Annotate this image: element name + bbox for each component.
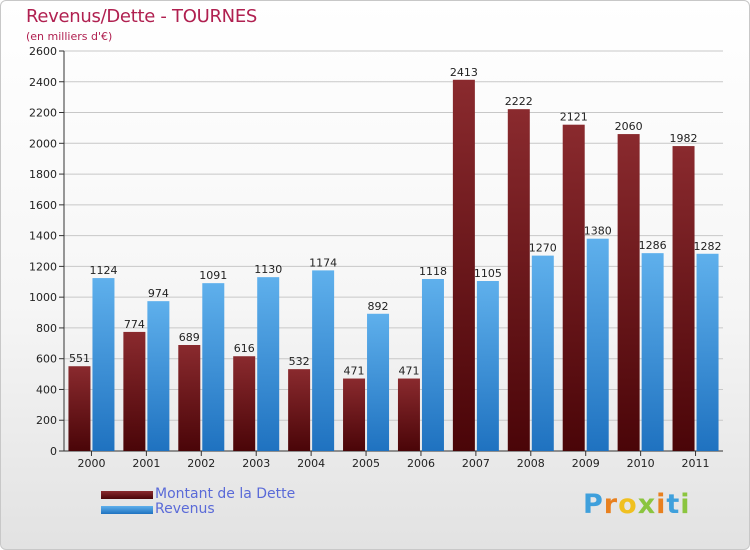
proxiti-logo: Proxiti (583, 489, 691, 520)
y-tick-label: 2200 (29, 107, 57, 120)
x-tick-label: 2001 (132, 457, 160, 470)
y-tick-label: 600 (36, 353, 57, 366)
data-label-revenue: 1124 (89, 264, 117, 277)
data-label-revenue: 892 (368, 300, 389, 313)
y-tick-label: 400 (36, 383, 57, 396)
legend-item-debt: Montant de la Dette (101, 487, 295, 502)
bar-debt (343, 378, 366, 451)
data-label-debt: 2121 (560, 111, 588, 124)
x-tick-label: 2000 (77, 457, 105, 470)
y-tick-label: 1200 (29, 260, 57, 273)
logo-letter: o (618, 489, 638, 520)
y-tick-label: 2000 (29, 137, 57, 150)
x-tick-label: 2004 (297, 457, 325, 470)
logo-letter: t (666, 489, 681, 520)
data-label-debt: 551 (69, 352, 90, 365)
x-tick-label: 2005 (352, 457, 380, 470)
x-tick-label: 2007 (462, 457, 490, 470)
bar-debt (617, 134, 640, 452)
bar-debt (123, 331, 146, 451)
y-tick-label: 0 (50, 445, 57, 458)
bar-revenue (147, 301, 170, 451)
chart-subtitle: (en milliers d'€) (26, 30, 113, 43)
x-tick-label: 2008 (517, 457, 545, 470)
logo-letter: x (637, 489, 657, 520)
bar-debt (397, 378, 420, 451)
axes: 0 200 400 600 800 1000 1200 1400 1600 1800 2000 220… (29, 45, 723, 470)
bar-revenue (202, 283, 225, 451)
data-label-revenue: 1270 (529, 242, 557, 255)
bar-debt (68, 366, 91, 451)
legend-label-debt: Montant de la Dette (155, 486, 296, 502)
bar-revenue (476, 281, 499, 451)
logo-letter: r (603, 489, 619, 520)
y-tick-label: 2600 (29, 45, 57, 58)
bar-debt (178, 345, 201, 451)
x-tick-label: 2003 (242, 457, 270, 470)
chart-title: Revenus/Dette - TOURNES (26, 6, 258, 27)
data-label-debt: 471 (344, 365, 365, 378)
bar-debt (507, 109, 530, 452)
data-label-revenue: 1174 (309, 256, 337, 269)
logo-letter: i (680, 489, 691, 520)
logo-letter: P (583, 489, 604, 520)
data-label-debt: 471 (398, 365, 419, 378)
data-label-revenue: 1118 (419, 265, 447, 278)
legend-item-revenue: Revenus (101, 502, 295, 517)
data-label-revenue: 974 (148, 287, 169, 300)
y-tick-label: 1800 (29, 168, 57, 181)
data-label-debt: 532 (289, 355, 310, 368)
bar-revenue (92, 278, 115, 451)
logo-letter: i (656, 489, 667, 520)
bar-debt (562, 124, 585, 451)
y-tick-label: 200 (36, 414, 57, 427)
x-tick-label: 2009 (572, 457, 600, 470)
y-tick-label: 1000 (29, 291, 57, 304)
legend-swatch-revenue (101, 505, 153, 514)
data-label-revenue: 1091 (199, 269, 227, 282)
bar-debt (233, 356, 256, 451)
bar-revenue (421, 279, 444, 451)
bar-debt (452, 79, 475, 452)
legend: Montant de la Dette Revenus (101, 487, 295, 517)
bar-revenue (257, 277, 280, 451)
data-label-debt: 689 (179, 331, 200, 344)
bar-revenue (531, 255, 554, 451)
data-labels: 551 1124 774 974 689 1091 616 1130 532 1174 471 892… (69, 66, 722, 378)
data-label-debt: 1982 (670, 132, 698, 145)
x-tick-label: 2002 (187, 457, 215, 470)
bar-debt (288, 369, 311, 451)
y-tick-label: 800 (36, 322, 57, 335)
y-tick-label: 2400 (29, 76, 57, 89)
x-tick-label: 2006 (407, 457, 435, 470)
data-label-debt: 2413 (450, 66, 478, 79)
grid-lines (64, 50, 723, 452)
data-label-debt: 2060 (615, 120, 643, 133)
data-label-debt: 616 (234, 342, 255, 355)
bar-debt (672, 146, 695, 452)
data-label-debt: 774 (124, 318, 145, 331)
data-label-revenue: 1130 (254, 263, 282, 276)
y-tick-label: 1400 (29, 230, 57, 243)
x-tick-label: 2010 (627, 457, 655, 470)
bar-revenue (367, 313, 390, 451)
data-label-revenue: 1282 (694, 240, 722, 253)
bar-revenue (312, 270, 335, 451)
data-label-revenue: 1105 (474, 267, 502, 280)
y-tick-label: 1600 (29, 199, 57, 212)
x-tick-label: 2011 (682, 457, 710, 470)
bar-revenue (696, 253, 719, 451)
legend-label-revenue: Revenus (155, 501, 215, 517)
data-label-revenue: 1380 (584, 225, 612, 238)
data-label-debt: 2222 (505, 95, 533, 108)
data-label-revenue: 1286 (639, 239, 667, 252)
bar-revenue (641, 253, 664, 451)
legend-swatch-debt (101, 490, 153, 499)
bars (68, 79, 719, 452)
bar-revenue (586, 238, 609, 451)
